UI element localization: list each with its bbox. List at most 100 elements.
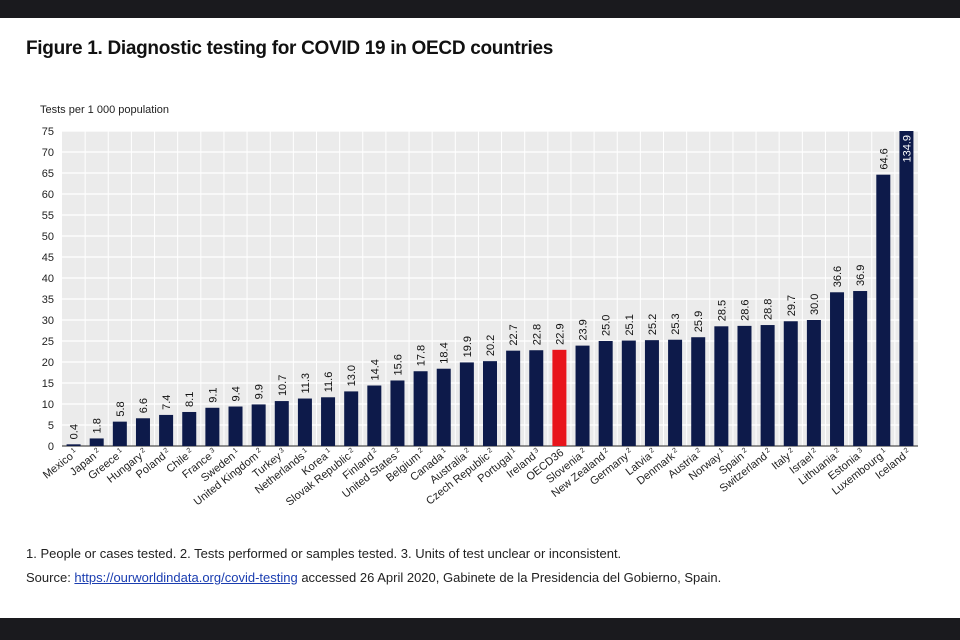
data-label: 1.8 (92, 418, 104, 433)
source-line: Source: https://ourworldindata.org/covid… (26, 570, 721, 585)
bar-united-states (390, 380, 405, 446)
data-label: 9.9 (254, 384, 266, 399)
bar-ireland (529, 350, 544, 446)
data-label: 9.4 (231, 386, 243, 401)
bottom-bar (0, 618, 960, 640)
y-tick-label: 0 (48, 441, 54, 453)
bar-israel (806, 320, 821, 446)
y-tick-label: 60 (42, 189, 54, 201)
data-label: 28.6 (739, 299, 751, 320)
data-label: 36.9 (855, 265, 867, 286)
data-label: 22.9 (554, 323, 566, 344)
data-label: 5.8 (115, 401, 127, 416)
y-tick-label: 50 (42, 231, 54, 243)
y-tick-label: 25 (42, 336, 54, 348)
footnotes: 1. People or cases tested. 2. Tests perf… (26, 546, 622, 561)
data-label: 11.3 (300, 373, 312, 394)
data-label: 11.6 (323, 372, 335, 393)
data-label: 25.2 (647, 314, 659, 335)
y-axis-label: Tests per 1 000 population (40, 104, 170, 116)
data-label: 0.4 (69, 424, 81, 439)
data-label: 25.1 (624, 314, 636, 335)
bar-chile (182, 411, 197, 446)
data-label: 10.7 (277, 375, 289, 396)
data-label: 20.2 (485, 335, 497, 356)
data-label: 13.0 (346, 365, 358, 386)
source-prefix: Source: (26, 570, 75, 585)
bar-luxembourg (876, 174, 891, 446)
y-tick-label: 75 (42, 126, 54, 138)
y-tick-label: 5 (48, 420, 54, 432)
y-tick-label: 70 (42, 147, 54, 159)
bar-japan (89, 438, 104, 446)
y-tick-label: 35 (42, 294, 54, 306)
data-label: 134.9 (901, 135, 913, 163)
bar-new-zealand (598, 341, 613, 446)
bar-austria (691, 337, 706, 446)
bar-canada (436, 368, 451, 446)
bar-norway (714, 326, 729, 446)
y-tick-label: 40 (42, 273, 54, 285)
bar-sweden (228, 406, 243, 446)
data-label: 36.6 (832, 266, 844, 287)
bar-switzerland (760, 325, 775, 446)
y-tick-label: 15 (42, 378, 54, 390)
data-label: 22.8 (531, 324, 543, 345)
y-tick-label: 20 (42, 357, 54, 369)
data-label: 19.9 (462, 336, 474, 357)
bar-iceland (899, 131, 914, 446)
data-label: 25.3 (670, 313, 682, 334)
data-label: 28.8 (763, 299, 775, 320)
top-bar (0, 0, 960, 18)
y-tick-label: 65 (42, 168, 54, 180)
bar-hungary (135, 418, 150, 446)
bar-denmark (668, 339, 683, 446)
data-label: 9.1 (207, 387, 219, 402)
data-label: 23.9 (578, 319, 590, 340)
data-label: 15.6 (392, 354, 404, 375)
data-label: 28.5 (716, 300, 728, 321)
bar-portugal (506, 350, 521, 446)
bar-poland (159, 414, 174, 446)
data-label: 22.7 (508, 324, 520, 345)
data-label: 14.4 (369, 359, 381, 380)
source-suffix: accessed 26 April 2020, Gabinete de la P… (297, 570, 722, 585)
data-label: 7.4 (161, 395, 173, 410)
bar-united-kingdom (251, 404, 266, 446)
bar-france (205, 407, 220, 446)
data-label: 30.0 (809, 294, 821, 315)
bar-korea (321, 397, 336, 446)
bar-finland (367, 385, 382, 446)
data-label: 8.1 (184, 392, 196, 407)
bar-netherlands (297, 398, 312, 446)
bar-slovenia (575, 345, 590, 446)
bar-greece (112, 421, 127, 446)
bar-australia (459, 362, 474, 446)
chart-title: Figure 1. Diagnostic testing for COVID 1… (26, 38, 554, 59)
data-label: 64.6 (878, 148, 890, 169)
bar-turkey (274, 401, 289, 446)
bar-italy (783, 321, 798, 446)
y-tick-label: 10 (42, 399, 54, 411)
bar-mexico (66, 444, 81, 446)
data-label: 25.0 (601, 315, 613, 336)
bar-czech-republic (483, 361, 497, 446)
data-label: 29.7 (786, 295, 798, 316)
source-link[interactable]: https://ourworldindata.org/covid-testing (74, 570, 298, 585)
data-label: 6.6 (138, 398, 150, 413)
y-tick-label: 55 (42, 210, 54, 222)
bar-lithuania (830, 292, 845, 446)
y-tick-label: 30 (42, 315, 54, 327)
bar-spain (737, 325, 752, 446)
data-label: 18.4 (439, 342, 451, 363)
data-label: 25.9 (693, 311, 705, 332)
bar-germany (621, 340, 636, 446)
bar-estonia (853, 291, 868, 446)
bar-slovak-republic (344, 391, 359, 446)
bar-oecd36 (552, 349, 567, 446)
data-label: 17.8 (416, 345, 428, 366)
bar-latvia (644, 340, 659, 446)
y-tick-label: 45 (42, 252, 54, 264)
bar-belgium (413, 371, 428, 446)
